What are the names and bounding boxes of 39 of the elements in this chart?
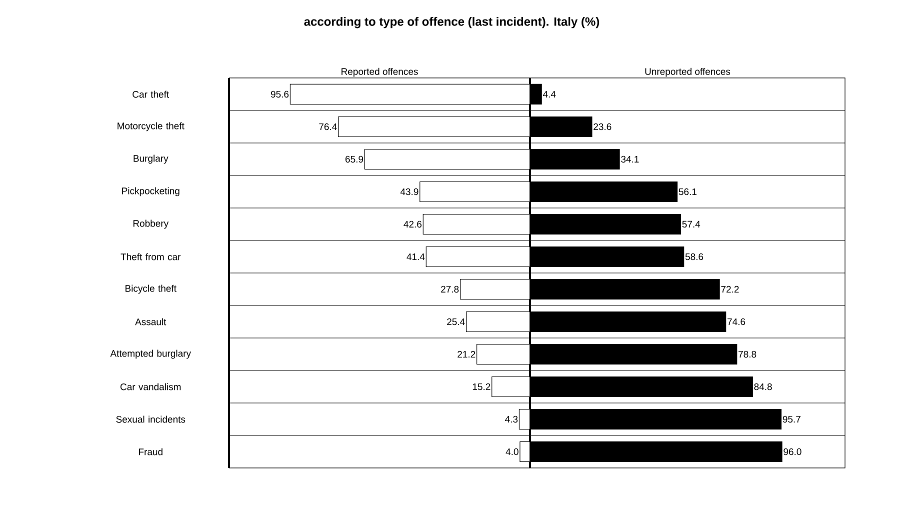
y-tick-label: Attempted burglary bbox=[110, 350, 192, 359]
y-tick-label: Fraud bbox=[139, 448, 162, 456]
y-tick-label: Pickpocketing bbox=[122, 187, 180, 196]
data-label: 56.1 bbox=[678, 188, 696, 196]
data-label: 25.4 bbox=[447, 318, 465, 326]
data-label: 74.6 bbox=[728, 318, 746, 326]
data-label: 72.2 bbox=[721, 286, 739, 293]
data-label: 65.9 bbox=[346, 156, 364, 163]
data-label: 4.0 bbox=[506, 448, 518, 456]
y-tick-label: Car vandalism bbox=[120, 383, 181, 390]
data-label: 43.9 bbox=[400, 188, 418, 196]
data-label: 4.3 bbox=[505, 416, 518, 423]
y-tick-label: Sexual incidents bbox=[116, 416, 186, 423]
data-label: 57.4 bbox=[682, 220, 700, 228]
data-label: 34.1 bbox=[621, 156, 639, 163]
chart-title: according to type of offence (last incident). Italy (%) bbox=[304, 17, 600, 28]
y-tick-label: Bicycle theft bbox=[126, 284, 176, 294]
data-label: 41.4 bbox=[406, 253, 425, 260]
text: Unreported offences bbox=[645, 68, 730, 77]
y-tick-label: Car theft bbox=[132, 90, 170, 98]
data-label: 58.6 bbox=[685, 253, 704, 260]
data-label: 76.4 bbox=[319, 123, 337, 130]
data-label: 96.0 bbox=[784, 448, 802, 456]
data-label: 23.6 bbox=[594, 123, 612, 130]
data-label: 78.8 bbox=[738, 350, 756, 358]
y-tick-label: Robbery bbox=[133, 220, 169, 229]
data-label: 15.2 bbox=[472, 383, 490, 390]
data-label: 95.6 bbox=[270, 90, 289, 98]
y-tick-label: Burglary bbox=[134, 154, 168, 164]
data-label: 42.6 bbox=[404, 220, 422, 228]
y-tick-label: Theft from car bbox=[120, 253, 181, 260]
data-label: 27.8 bbox=[441, 286, 459, 293]
y-tick-label: Motorcycle theft bbox=[118, 122, 184, 132]
series-label: Reported offences bbox=[342, 68, 418, 77]
data-label: 4.4 bbox=[542, 90, 556, 98]
y-tick-label: Assault bbox=[135, 318, 166, 326]
data-label: 21.2 bbox=[458, 350, 476, 358]
data-label: 84.8 bbox=[754, 383, 772, 390]
data-label: 95.7 bbox=[782, 416, 800, 423]
